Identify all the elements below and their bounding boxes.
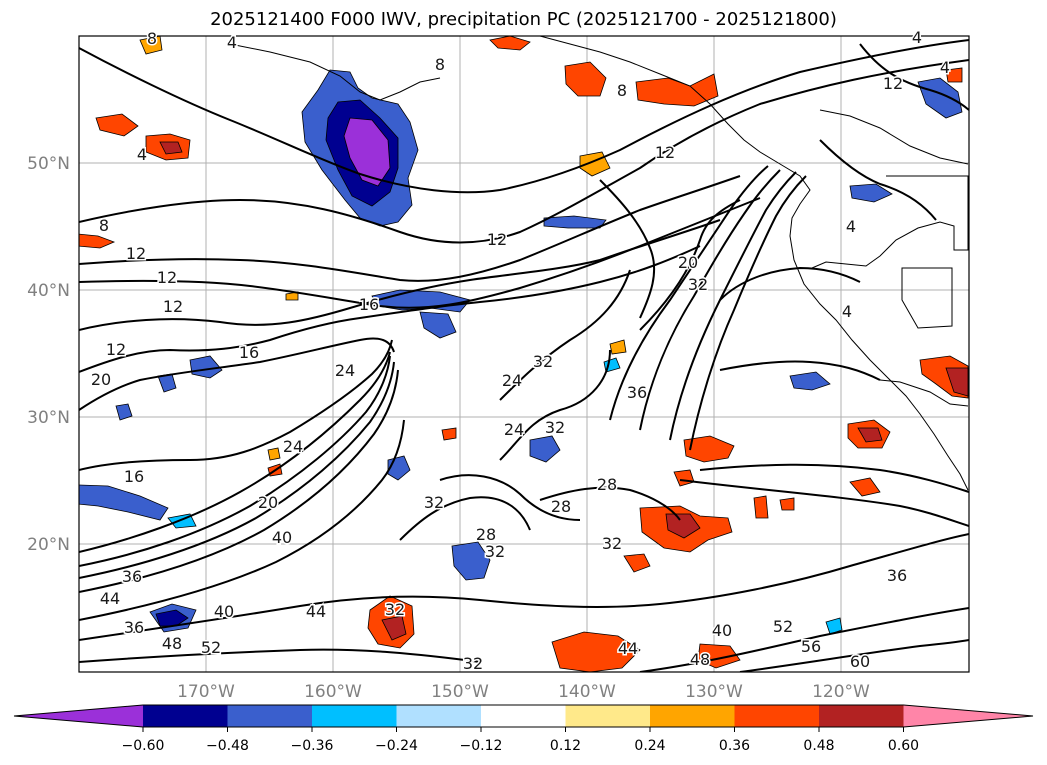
contour-label: 12 [487,230,507,249]
colorbar-extend-left [14,705,143,727]
lat-label-30n: 30°N [27,408,70,428]
contour-label: 20 [258,493,278,512]
contour-label: 44 [100,589,120,608]
contour-label: 60 [850,652,870,671]
lon-label-120w: 120°W [812,682,870,702]
contour-label: 12 [126,244,146,263]
contour-label: 12 [655,143,675,162]
contour-label: 32 [602,534,622,553]
colorbar-segment [227,705,313,727]
contour-label: 48 [690,650,710,669]
contour-label: 36 [124,618,144,637]
contour-label: 32 [533,352,553,371]
colorbar-segment [481,705,566,727]
contour-label: 8 [99,216,109,235]
contour-label: 56 [801,637,821,656]
colorbar-segment [734,705,820,727]
colorbar-tick-label: −0.24 [375,738,418,754]
contour-label: 52 [201,638,221,657]
colorbar: −0.60 −0.48 −0.36 −0.24 −0.12 0.12 0.24 0.36 0.4… [13,704,1034,754]
colorbar-segment [396,705,482,727]
contour-label: 16 [239,343,259,362]
negative-precip-areas [79,69,963,635]
contour-label: 36 [627,383,647,402]
contour-label: 32 [463,654,483,673]
contour-label: 44 [618,639,638,658]
contour-label: 32 [545,418,565,437]
map-frame [78,35,970,673]
contour-label: 32 [485,542,505,561]
colorbar-segment [312,705,397,727]
colorbar-segment [565,705,651,727]
colorbar-tick-label: 0.12 [550,738,581,754]
contour-label: 32 [424,493,444,512]
contour-label: 12 [883,74,903,93]
contour-lines [79,39,969,672]
lat-label-40n: 40°N [27,281,70,301]
lon-label-140w: 140°W [558,682,616,702]
colorbar-extend-right [903,705,1033,727]
contour-label: 40 [214,602,234,621]
coastlines [229,36,969,491]
contour-label: 8 [435,55,445,74]
contour-label: 12 [163,297,183,316]
contour-label: 16 [124,467,144,486]
colorbar-tick-label: 0.36 [719,738,750,754]
lon-label-130w: 130°W [685,682,743,702]
colorbar-tick-label: 0.48 [803,738,834,754]
contour-label: 28 [597,475,617,494]
contour-label: 12 [157,268,177,287]
colorbar-tick-label: −0.36 [291,738,334,754]
lat-label-50n: 50°N [27,154,70,174]
lon-label-160w: 160°W [304,682,362,702]
map-plot-area [79,36,969,672]
contour-label: 24 [502,371,522,390]
contour-label: 52 [773,617,793,636]
contour-label: 28 [476,525,496,544]
contour-label: 8 [617,81,627,100]
contour-label: 20 [678,253,698,272]
colorbar-tick-label: −0.48 [206,738,249,754]
contour-label: 40 [712,621,732,640]
contour-label: 36 [122,567,142,586]
contour-label: 36 [887,566,907,585]
contour-label: 44 [306,602,326,621]
contour-label: 4 [842,302,852,321]
contour-label: 32 [688,275,708,294]
map-title: 2025121400 F000 IWV, precipitation PC (2… [210,9,837,30]
colorbar-tick-label: 0.60 [888,738,919,754]
positive-precip-areas [79,36,969,672]
contour-label: 24 [335,361,355,380]
contour-label: 4 [912,28,922,47]
lon-label-150w: 150°W [431,682,489,702]
contour-label: 4 [227,33,237,52]
lon-label-170w: 170°W [177,682,235,702]
colorbar-tick-label: 0.24 [634,738,665,754]
contour-label: 24 [283,437,303,456]
colorbar-tick-label: −0.60 [122,738,165,754]
contour-label: 28 [551,497,571,516]
contour-label: 4 [137,145,147,164]
contour-label: 32 [385,600,405,619]
contour-label: 8 [147,29,157,48]
colorbar-tick-label: −0.12 [460,738,503,754]
contour-label: 24 [504,420,524,439]
colorbar-segment [143,705,228,727]
colorbar-segment [650,705,735,727]
contour-label: 16 [359,295,379,314]
contour-label: 4 [940,58,950,77]
contour-label: 4 [846,217,856,236]
contour-label: 48 [162,634,182,653]
contour-label: 12 [106,340,126,359]
contour-label: 40 [272,528,292,547]
lat-label-20n: 20°N [27,535,70,555]
contour-label: 20 [91,370,111,389]
colorbar-segment [819,705,904,727]
